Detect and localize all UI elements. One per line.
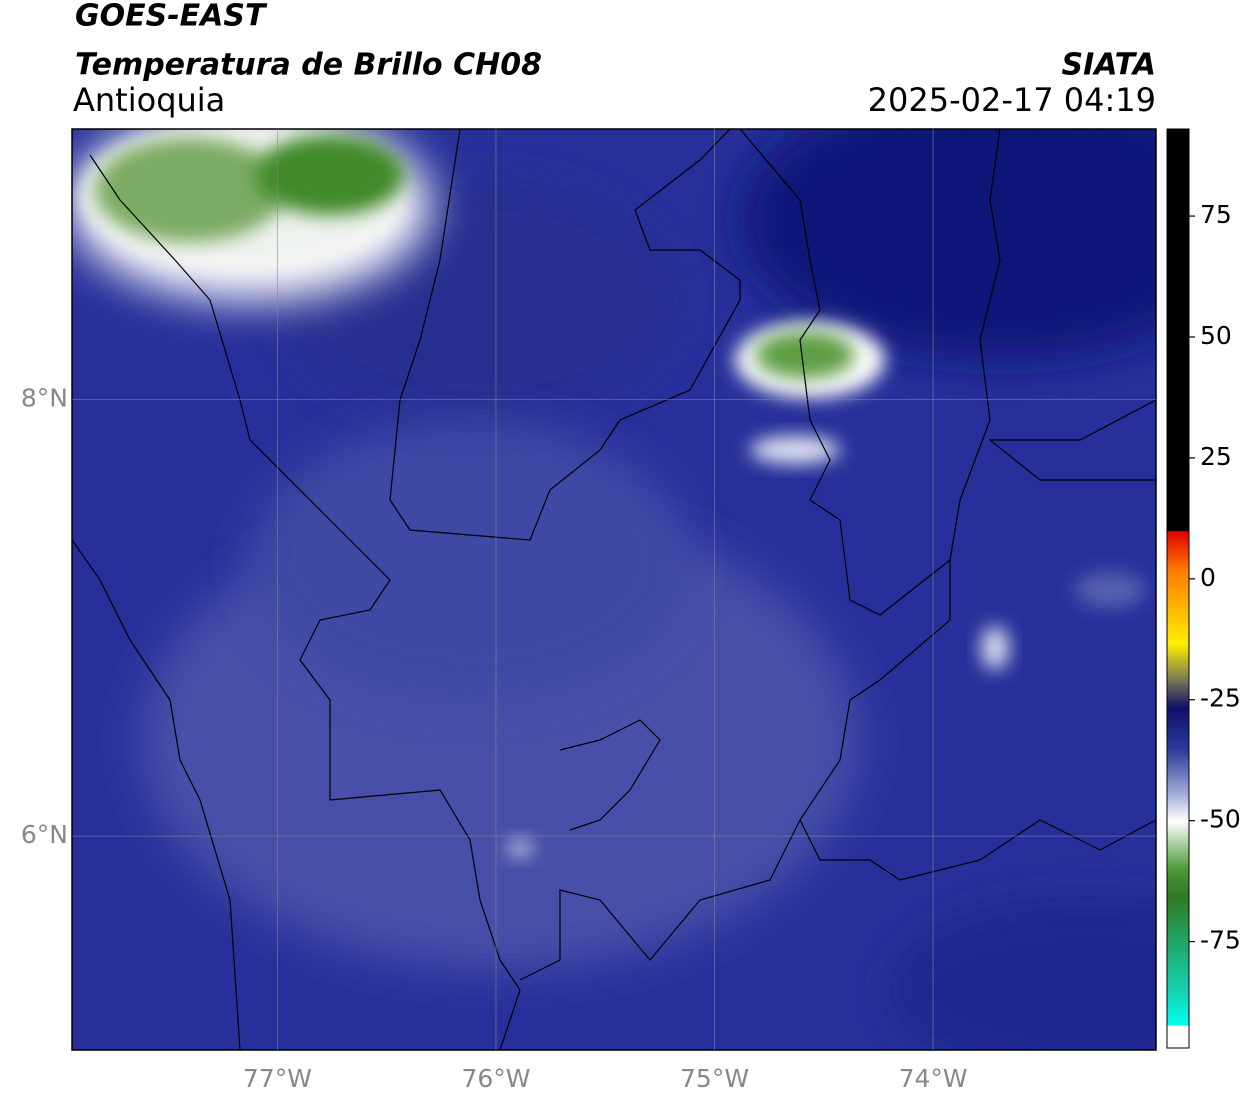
lat-tick-label: 6°N — [21, 820, 68, 849]
colorbar-tick-label: 0 — [1200, 563, 1216, 592]
subtitle: Temperatura de Brillo CH08 — [75, 48, 542, 83]
map-ticks: 77°W 76°W 75°W 74°W 8°N 6°N — [21, 384, 968, 1093]
map-frame — [71, 128, 1157, 1051]
lon-tick-label: 77°W — [243, 1064, 312, 1093]
colorbar-tick-label: 25 — [1200, 442, 1232, 471]
region: Antioquia — [73, 81, 225, 119]
colorbar-tick-label: -25 — [1200, 684, 1241, 713]
title: GOES-EAST — [75, 0, 268, 34]
colorbar-tick-label: 50 — [1200, 321, 1232, 350]
lon-tick-label: 74°W — [899, 1064, 968, 1093]
map-image — [72, 129, 1156, 1050]
source: SIATA — [1062, 48, 1156, 83]
lon-tick-label: 75°W — [680, 1064, 749, 1093]
colorbar-tick-label: 75 — [1200, 200, 1232, 229]
colorbar-tick-label: -75 — [1200, 926, 1241, 955]
colorbar-ticks: 75 50 25 0 -25 -50 -75 — [1189, 200, 1241, 955]
datetime: 2025-02-17 04:19 — [868, 81, 1156, 119]
colorbar-tick-label: -50 — [1200, 805, 1241, 834]
graticule — [72, 129, 1156, 1050]
lon-tick-label: 76°W — [461, 1064, 530, 1093]
lat-tick-label: 8°N — [21, 384, 68, 413]
colorbar — [1166, 128, 1190, 1049]
